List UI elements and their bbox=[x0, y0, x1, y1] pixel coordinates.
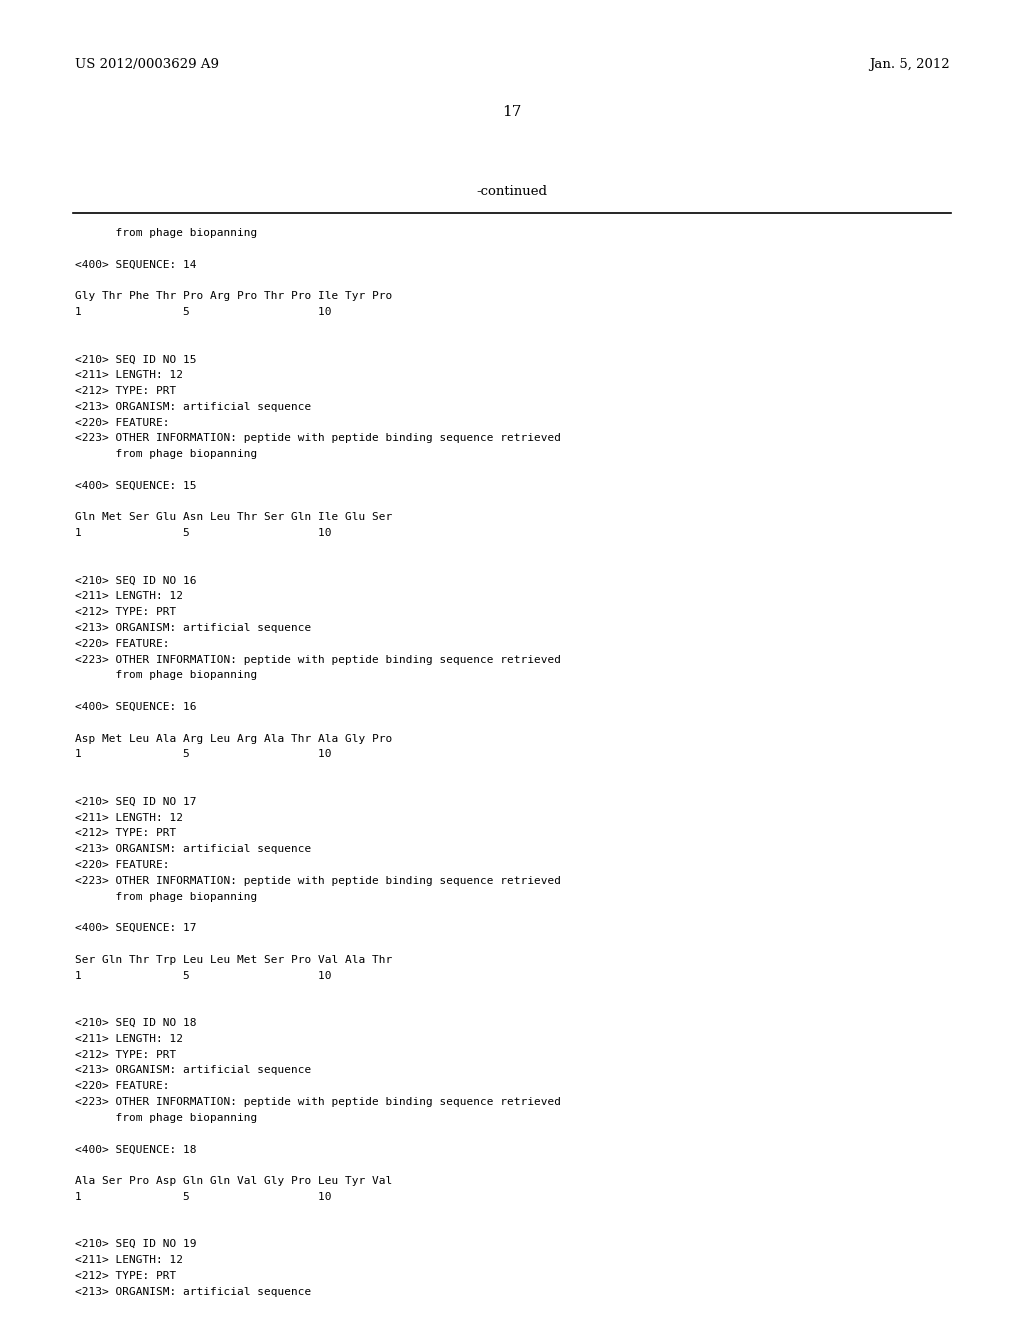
Text: <211> LENGTH: 12: <211> LENGTH: 12 bbox=[75, 813, 183, 822]
Text: <211> LENGTH: 12: <211> LENGTH: 12 bbox=[75, 1255, 183, 1265]
Text: Asp Met Leu Ala Arg Leu Arg Ala Thr Ala Gly Pro: Asp Met Leu Ala Arg Leu Arg Ala Thr Ala … bbox=[75, 734, 392, 743]
Text: <223> OTHER INFORMATION: peptide with peptide binding sequence retrieved: <223> OTHER INFORMATION: peptide with pe… bbox=[75, 433, 561, 444]
Text: from phage biopanning: from phage biopanning bbox=[75, 228, 257, 238]
Text: <210> SEQ ID NO 19: <210> SEQ ID NO 19 bbox=[75, 1239, 197, 1249]
Text: Ser Gln Thr Trp Leu Leu Met Ser Pro Val Ala Thr: Ser Gln Thr Trp Leu Leu Met Ser Pro Val … bbox=[75, 954, 392, 965]
Text: <210> SEQ ID NO 16: <210> SEQ ID NO 16 bbox=[75, 576, 197, 586]
Text: <220> FEATURE:: <220> FEATURE: bbox=[75, 639, 170, 649]
Text: <212> TYPE: PRT: <212> TYPE: PRT bbox=[75, 385, 176, 396]
Text: Jan. 5, 2012: Jan. 5, 2012 bbox=[869, 58, 950, 71]
Text: Gly Thr Phe Thr Pro Arg Pro Thr Pro Ile Tyr Pro: Gly Thr Phe Thr Pro Arg Pro Thr Pro Ile … bbox=[75, 292, 392, 301]
Text: 1               5                   10: 1 5 10 bbox=[75, 1192, 332, 1201]
Text: <213> ORGANISM: artificial sequence: <213> ORGANISM: artificial sequence bbox=[75, 845, 311, 854]
Text: US 2012/0003629 A9: US 2012/0003629 A9 bbox=[75, 58, 219, 71]
Text: <211> LENGTH: 12: <211> LENGTH: 12 bbox=[75, 370, 183, 380]
Text: Ala Ser Pro Asp Gln Gln Val Gly Pro Leu Tyr Val: Ala Ser Pro Asp Gln Gln Val Gly Pro Leu … bbox=[75, 1176, 392, 1185]
Text: <210> SEQ ID NO 18: <210> SEQ ID NO 18 bbox=[75, 1018, 197, 1028]
Text: Gln Met Ser Glu Asn Leu Thr Ser Gln Ile Glu Ser: Gln Met Ser Glu Asn Leu Thr Ser Gln Ile … bbox=[75, 512, 392, 523]
Text: <211> LENGTH: 12: <211> LENGTH: 12 bbox=[75, 1034, 183, 1044]
Text: from phage biopanning: from phage biopanning bbox=[75, 891, 257, 902]
Text: <400> SEQUENCE: 15: <400> SEQUENCE: 15 bbox=[75, 480, 197, 491]
Text: <213> ORGANISM: artificial sequence: <213> ORGANISM: artificial sequence bbox=[75, 1287, 311, 1296]
Text: <212> TYPE: PRT: <212> TYPE: PRT bbox=[75, 829, 176, 838]
Text: <212> TYPE: PRT: <212> TYPE: PRT bbox=[75, 607, 176, 618]
Text: <210> SEQ ID NO 15: <210> SEQ ID NO 15 bbox=[75, 354, 197, 364]
Text: <213> ORGANISM: artificial sequence: <213> ORGANISM: artificial sequence bbox=[75, 401, 311, 412]
Text: <220> FEATURE:: <220> FEATURE: bbox=[75, 417, 170, 428]
Text: <400> SEQUENCE: 14: <400> SEQUENCE: 14 bbox=[75, 260, 197, 269]
Text: 1               5                   10: 1 5 10 bbox=[75, 750, 332, 759]
Text: <220> FEATURE:: <220> FEATURE: bbox=[75, 1081, 170, 1092]
Text: from phage biopanning: from phage biopanning bbox=[75, 449, 257, 459]
Text: <220> FEATURE:: <220> FEATURE: bbox=[75, 861, 170, 870]
Text: <211> LENGTH: 12: <211> LENGTH: 12 bbox=[75, 591, 183, 602]
Text: 1               5                   10: 1 5 10 bbox=[75, 528, 332, 539]
Text: <400> SEQUENCE: 17: <400> SEQUENCE: 17 bbox=[75, 923, 197, 933]
Text: 1               5                   10: 1 5 10 bbox=[75, 308, 332, 317]
Text: <223> OTHER INFORMATION: peptide with peptide binding sequence retrieved: <223> OTHER INFORMATION: peptide with pe… bbox=[75, 655, 561, 664]
Text: <223> OTHER INFORMATION: peptide with peptide binding sequence retrieved: <223> OTHER INFORMATION: peptide with pe… bbox=[75, 875, 561, 886]
Text: 17: 17 bbox=[503, 106, 521, 119]
Text: <400> SEQUENCE: 16: <400> SEQUENCE: 16 bbox=[75, 702, 197, 711]
Text: -continued: -continued bbox=[476, 185, 548, 198]
Text: 1               5                   10: 1 5 10 bbox=[75, 970, 332, 981]
Text: <213> ORGANISM: artificial sequence: <213> ORGANISM: artificial sequence bbox=[75, 623, 311, 634]
Text: <213> ORGANISM: artificial sequence: <213> ORGANISM: artificial sequence bbox=[75, 1065, 311, 1076]
Text: from phage biopanning: from phage biopanning bbox=[75, 1113, 257, 1123]
Text: <223> OTHER INFORMATION: peptide with peptide binding sequence retrieved: <223> OTHER INFORMATION: peptide with pe… bbox=[75, 1097, 561, 1107]
Text: <210> SEQ ID NO 17: <210> SEQ ID NO 17 bbox=[75, 797, 197, 807]
Text: from phage biopanning: from phage biopanning bbox=[75, 671, 257, 680]
Text: <212> TYPE: PRT: <212> TYPE: PRT bbox=[75, 1271, 176, 1280]
Text: <400> SEQUENCE: 18: <400> SEQUENCE: 18 bbox=[75, 1144, 197, 1155]
Text: <212> TYPE: PRT: <212> TYPE: PRT bbox=[75, 1049, 176, 1060]
